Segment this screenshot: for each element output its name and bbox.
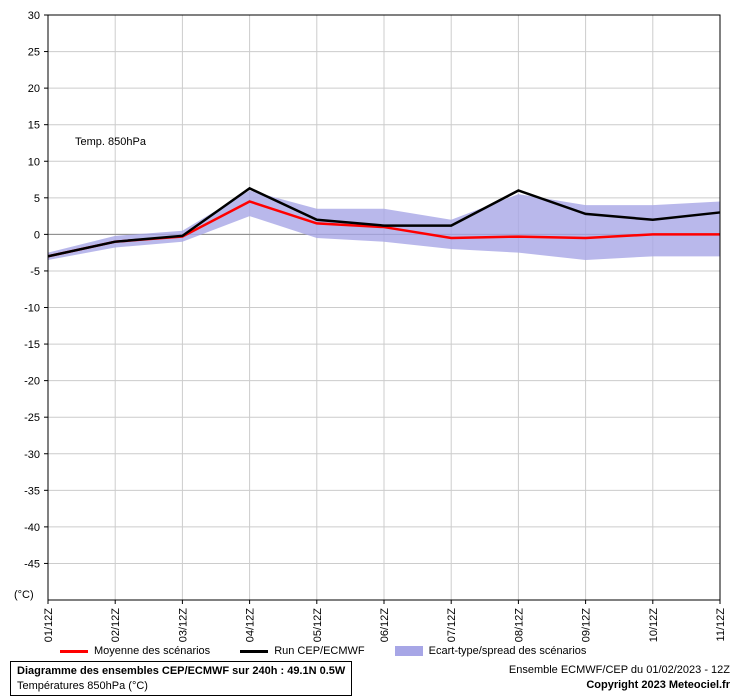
chart-container: -45 -40 -35 -30 -25 -20 -15 -10 -5 0 5 10 15 20 25 30 01… xyxy=(0,0,740,700)
meta-copyright: Copyright 2023 Meteociel.fr xyxy=(509,678,730,692)
y-tick-label: 15 xyxy=(28,120,40,132)
y-unit-label: (°C) xyxy=(14,589,34,601)
meta-left: Diagramme des ensembles CEP/ECMWF sur 24… xyxy=(10,661,352,696)
chart-footer: Moyenne des scénarios Run CEP/ECMWF Ecart-… xyxy=(0,641,740,700)
legend-item-spread: Ecart-type/spread des scénarios xyxy=(395,645,587,657)
y-tick-label: 10 xyxy=(28,156,40,168)
legend-label: Ecart-type/spread des scénarios xyxy=(429,645,587,657)
x-tick-label: 07/12Z xyxy=(446,608,458,643)
legend: Moyenne des scénarios Run CEP/ECMWF Ecart-… xyxy=(0,641,740,661)
y-tick-label: 0 xyxy=(34,229,40,241)
legend-label: Run CEP/ECMWF xyxy=(274,645,364,657)
meta-subtitle: Températures 850hPa (°C) xyxy=(17,679,345,693)
y-tick-label: -40 xyxy=(24,522,40,534)
y-tick-label: -15 xyxy=(24,339,40,351)
legend-item-mean: Moyenne des scénarios xyxy=(60,645,210,657)
x-tick-label: 04/12Z xyxy=(245,608,257,643)
x-tick-label: 06/12Z xyxy=(379,608,391,643)
legend-label: Moyenne des scénarios xyxy=(94,645,210,657)
y-tick-label: -10 xyxy=(24,303,40,315)
y-tick-label: -20 xyxy=(24,376,40,388)
y-tick-label: 20 xyxy=(28,83,40,95)
y-tick-label: -45 xyxy=(24,558,40,570)
x-tick-label: 01/12Z xyxy=(43,608,55,643)
legend-swatch xyxy=(395,646,423,656)
legend-item-run: Run CEP/ECMWF xyxy=(240,645,364,657)
y-tick-label: -5 xyxy=(30,266,40,278)
meta-source: Ensemble ECMWF/CEP du 01/02/2023 - 12Z xyxy=(509,663,730,677)
x-tick-label: 08/12Z xyxy=(513,608,525,643)
legend-swatch xyxy=(240,650,268,653)
y-tick-label: 5 xyxy=(34,193,40,205)
legend-swatch xyxy=(60,650,88,653)
y-tick-label: -35 xyxy=(24,485,40,497)
x-tick-label: 02/12Z xyxy=(110,608,122,643)
y-tick-label: -30 xyxy=(24,449,40,461)
in-chart-label: Temp. 850hPa xyxy=(75,136,147,148)
x-tick-label: 03/12Z xyxy=(177,608,189,643)
x-tick-label: 05/12Z xyxy=(312,608,324,643)
y-tick-label: 25 xyxy=(28,47,40,59)
chart-svg: -45 -40 -35 -30 -25 -20 -15 -10 -5 0 5 10 15 20 25 30 01… xyxy=(0,0,740,700)
y-tick-label: -25 xyxy=(24,412,40,424)
x-tick-label: 11/12Z xyxy=(715,608,727,642)
x-tick-label: 09/12Z xyxy=(581,608,593,643)
y-tick-label: 30 xyxy=(28,10,40,22)
meta-right: Ensemble ECMWF/CEP du 01/02/2023 - 12Z C… xyxy=(509,661,730,692)
meta-title: Diagramme des ensembles CEP/ECMWF sur 24… xyxy=(17,664,345,678)
meta-box: Diagramme des ensembles CEP/ECMWF sur 24… xyxy=(0,661,740,700)
x-tick-label: 10/12Z xyxy=(648,608,660,643)
